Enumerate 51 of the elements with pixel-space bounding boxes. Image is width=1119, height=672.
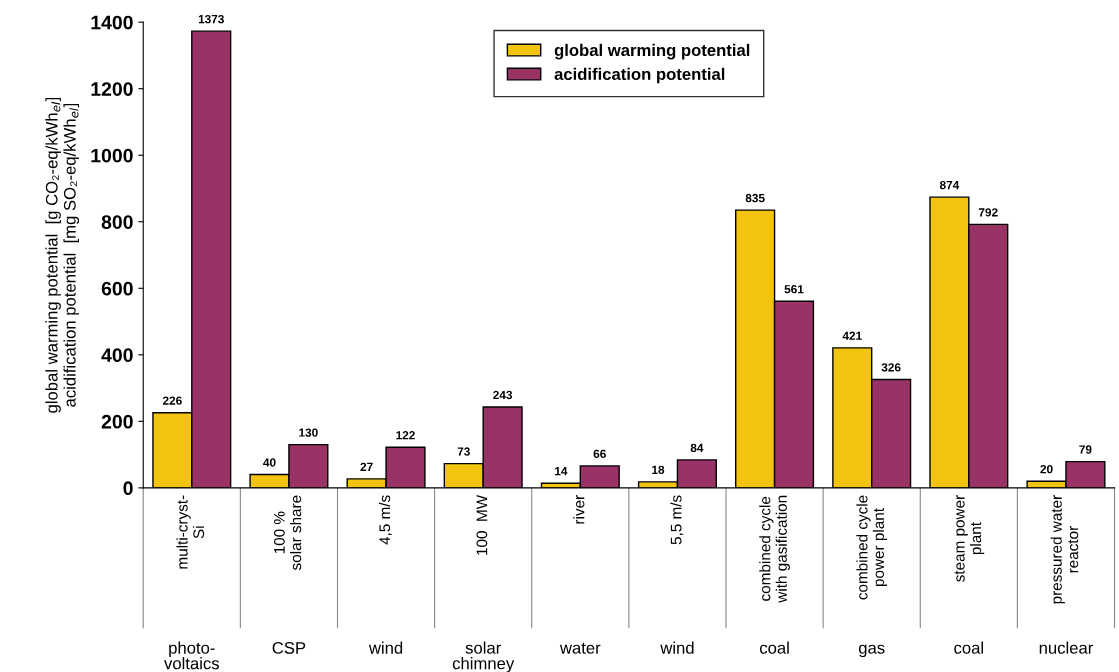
y-tick-label: 400: [101, 348, 133, 363]
y-tick-label: 200: [101, 414, 133, 429]
data-label: 14: [555, 467, 568, 476]
data-label: 130: [299, 428, 318, 437]
x-tick-label: pressured water reactor: [1050, 495, 1079, 604]
data-label: 1373: [198, 14, 224, 24]
text: gas: [858, 644, 885, 658]
text: wind: [660, 641, 694, 654]
text: solar chimney: [452, 641, 515, 672]
data-label: 421: [842, 331, 862, 340]
data-label: 84: [690, 443, 704, 453]
data-label: 66: [593, 449, 606, 459]
x-tick-label: 5,5 m/s: [670, 495, 684, 545]
data-label: 874: [939, 180, 960, 190]
y-tick-label: 1200: [91, 82, 133, 96]
data-label: 835: [745, 193, 765, 203]
data-label: 20: [1040, 464, 1053, 474]
y-tick-label: 1400: [91, 15, 133, 30]
text: coal: [759, 641, 789, 654]
x-tick-label: combined cycle with gasification: [759, 495, 790, 603]
data-label: 561: [784, 285, 804, 294]
text: CSP: [272, 641, 306, 654]
x-tick-label: 100 % solar share: [273, 495, 302, 570]
data-label: 73: [457, 447, 470, 456]
data-label: 27: [360, 462, 373, 471]
data-label: 40: [263, 458, 276, 467]
y-tick-label: 0: [123, 481, 133, 496]
legend-label: global warming potential: [554, 43, 750, 60]
data-label: 243: [493, 390, 513, 400]
text: nuclear: [1039, 641, 1094, 654]
x-tick-label: 100 MW: [476, 494, 488, 555]
text: photo- voltaics: [164, 641, 219, 670]
y-tick-label: 800: [101, 215, 133, 229]
x-tick-label: combined cycle power plant: [856, 495, 888, 600]
y-axis-title: global warming potential [g CO₂-eq/kWh$_{el}$] acidification potential [mg SO₂-eq/kWh$_{el}$]: [45, 97, 80, 413]
data-label: 18: [652, 465, 665, 474]
text: wind: [368, 641, 403, 654]
y-tick-label: 600: [101, 281, 133, 296]
data-label: 326: [881, 363, 901, 372]
legend-label: acidification potential: [554, 67, 725, 84]
x-tick-label: steam power plant: [954, 495, 985, 582]
data-label: 122: [396, 431, 415, 440]
data-label: 792: [978, 208, 998, 217]
text: coal: [954, 641, 983, 654]
x-tick-label: river: [573, 495, 585, 524]
x-tick-label: multi-cryst- Si: [176, 495, 205, 569]
data-label: 226: [162, 396, 182, 405]
text: water: [559, 642, 601, 654]
y-tick-label: 1000: [91, 148, 133, 163]
data-label: 79: [1079, 445, 1092, 454]
x-tick-label: 4,5 m/s: [378, 495, 392, 545]
